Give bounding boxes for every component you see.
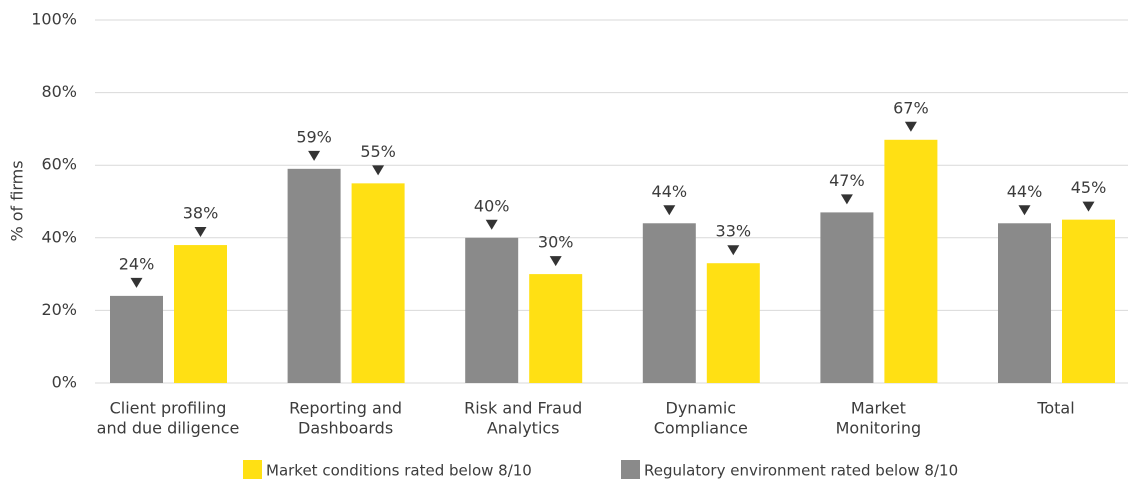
x-tick-label: Analytics [487,419,560,438]
value-label: 30% [538,233,574,252]
value-label: 24% [119,254,155,273]
x-tick-label: Client profiling [110,399,227,418]
y-tick-label: 80% [41,82,77,101]
value-label: 44% [652,182,688,201]
value-label: 59% [296,127,332,146]
label-arrow [727,245,740,256]
label-arrow [840,194,853,205]
bar [465,237,519,383]
bar [110,295,163,383]
bar [820,212,874,383]
y-tick-label: 40% [41,227,77,246]
value-label: 40% [474,196,510,215]
x-tick-label: Monitoring [836,419,922,438]
value-label: 44% [1007,182,1043,201]
label-arrow [663,205,676,216]
label-arrow [308,150,321,161]
bar [1062,219,1115,383]
y-tick-label: 60% [41,155,77,174]
legend-label: Market conditions rated below 8/10 [266,462,532,480]
label-arrow [485,219,498,230]
x-tick-label: Market [851,399,906,418]
y-axis-label: % of firms [8,160,27,241]
y-tick-label: 100% [31,10,77,29]
bar [706,263,760,383]
value-label: 47% [829,171,865,190]
label-arrow [372,165,385,176]
bar [884,139,938,383]
bar [174,245,227,383]
value-label: 33% [716,222,752,241]
label-arrow [549,256,562,267]
bar [642,223,696,383]
value-label: 67% [893,98,929,117]
label-arrow [130,277,143,288]
legend-swatch [243,460,262,479]
x-tick-label: and due diligence [97,419,240,438]
value-label: 38% [183,204,219,223]
label-arrow [1082,201,1095,212]
bar [351,183,405,383]
label-arrow [194,227,207,238]
x-tick-label: Reporting and [289,399,402,418]
y-tick-label: 20% [41,300,77,319]
x-tick-label: Total [1036,399,1074,418]
value-label: 55% [360,142,396,161]
label-arrow [904,121,917,132]
x-tick-label: Risk and Fraud [464,399,582,418]
x-tick-label: Compliance [654,419,748,438]
bar [529,274,583,383]
bar [998,223,1051,383]
x-tick-label: Dynamic [666,399,737,418]
bar [287,168,341,383]
value-label: 45% [1071,178,1107,197]
legend-label: Regulatory environment rated below 8/10 [644,462,958,480]
y-tick-label: 0% [52,373,77,392]
x-tick-label: Dashboards [298,419,393,438]
legend-swatch [621,460,640,479]
label-arrow [1018,205,1031,216]
